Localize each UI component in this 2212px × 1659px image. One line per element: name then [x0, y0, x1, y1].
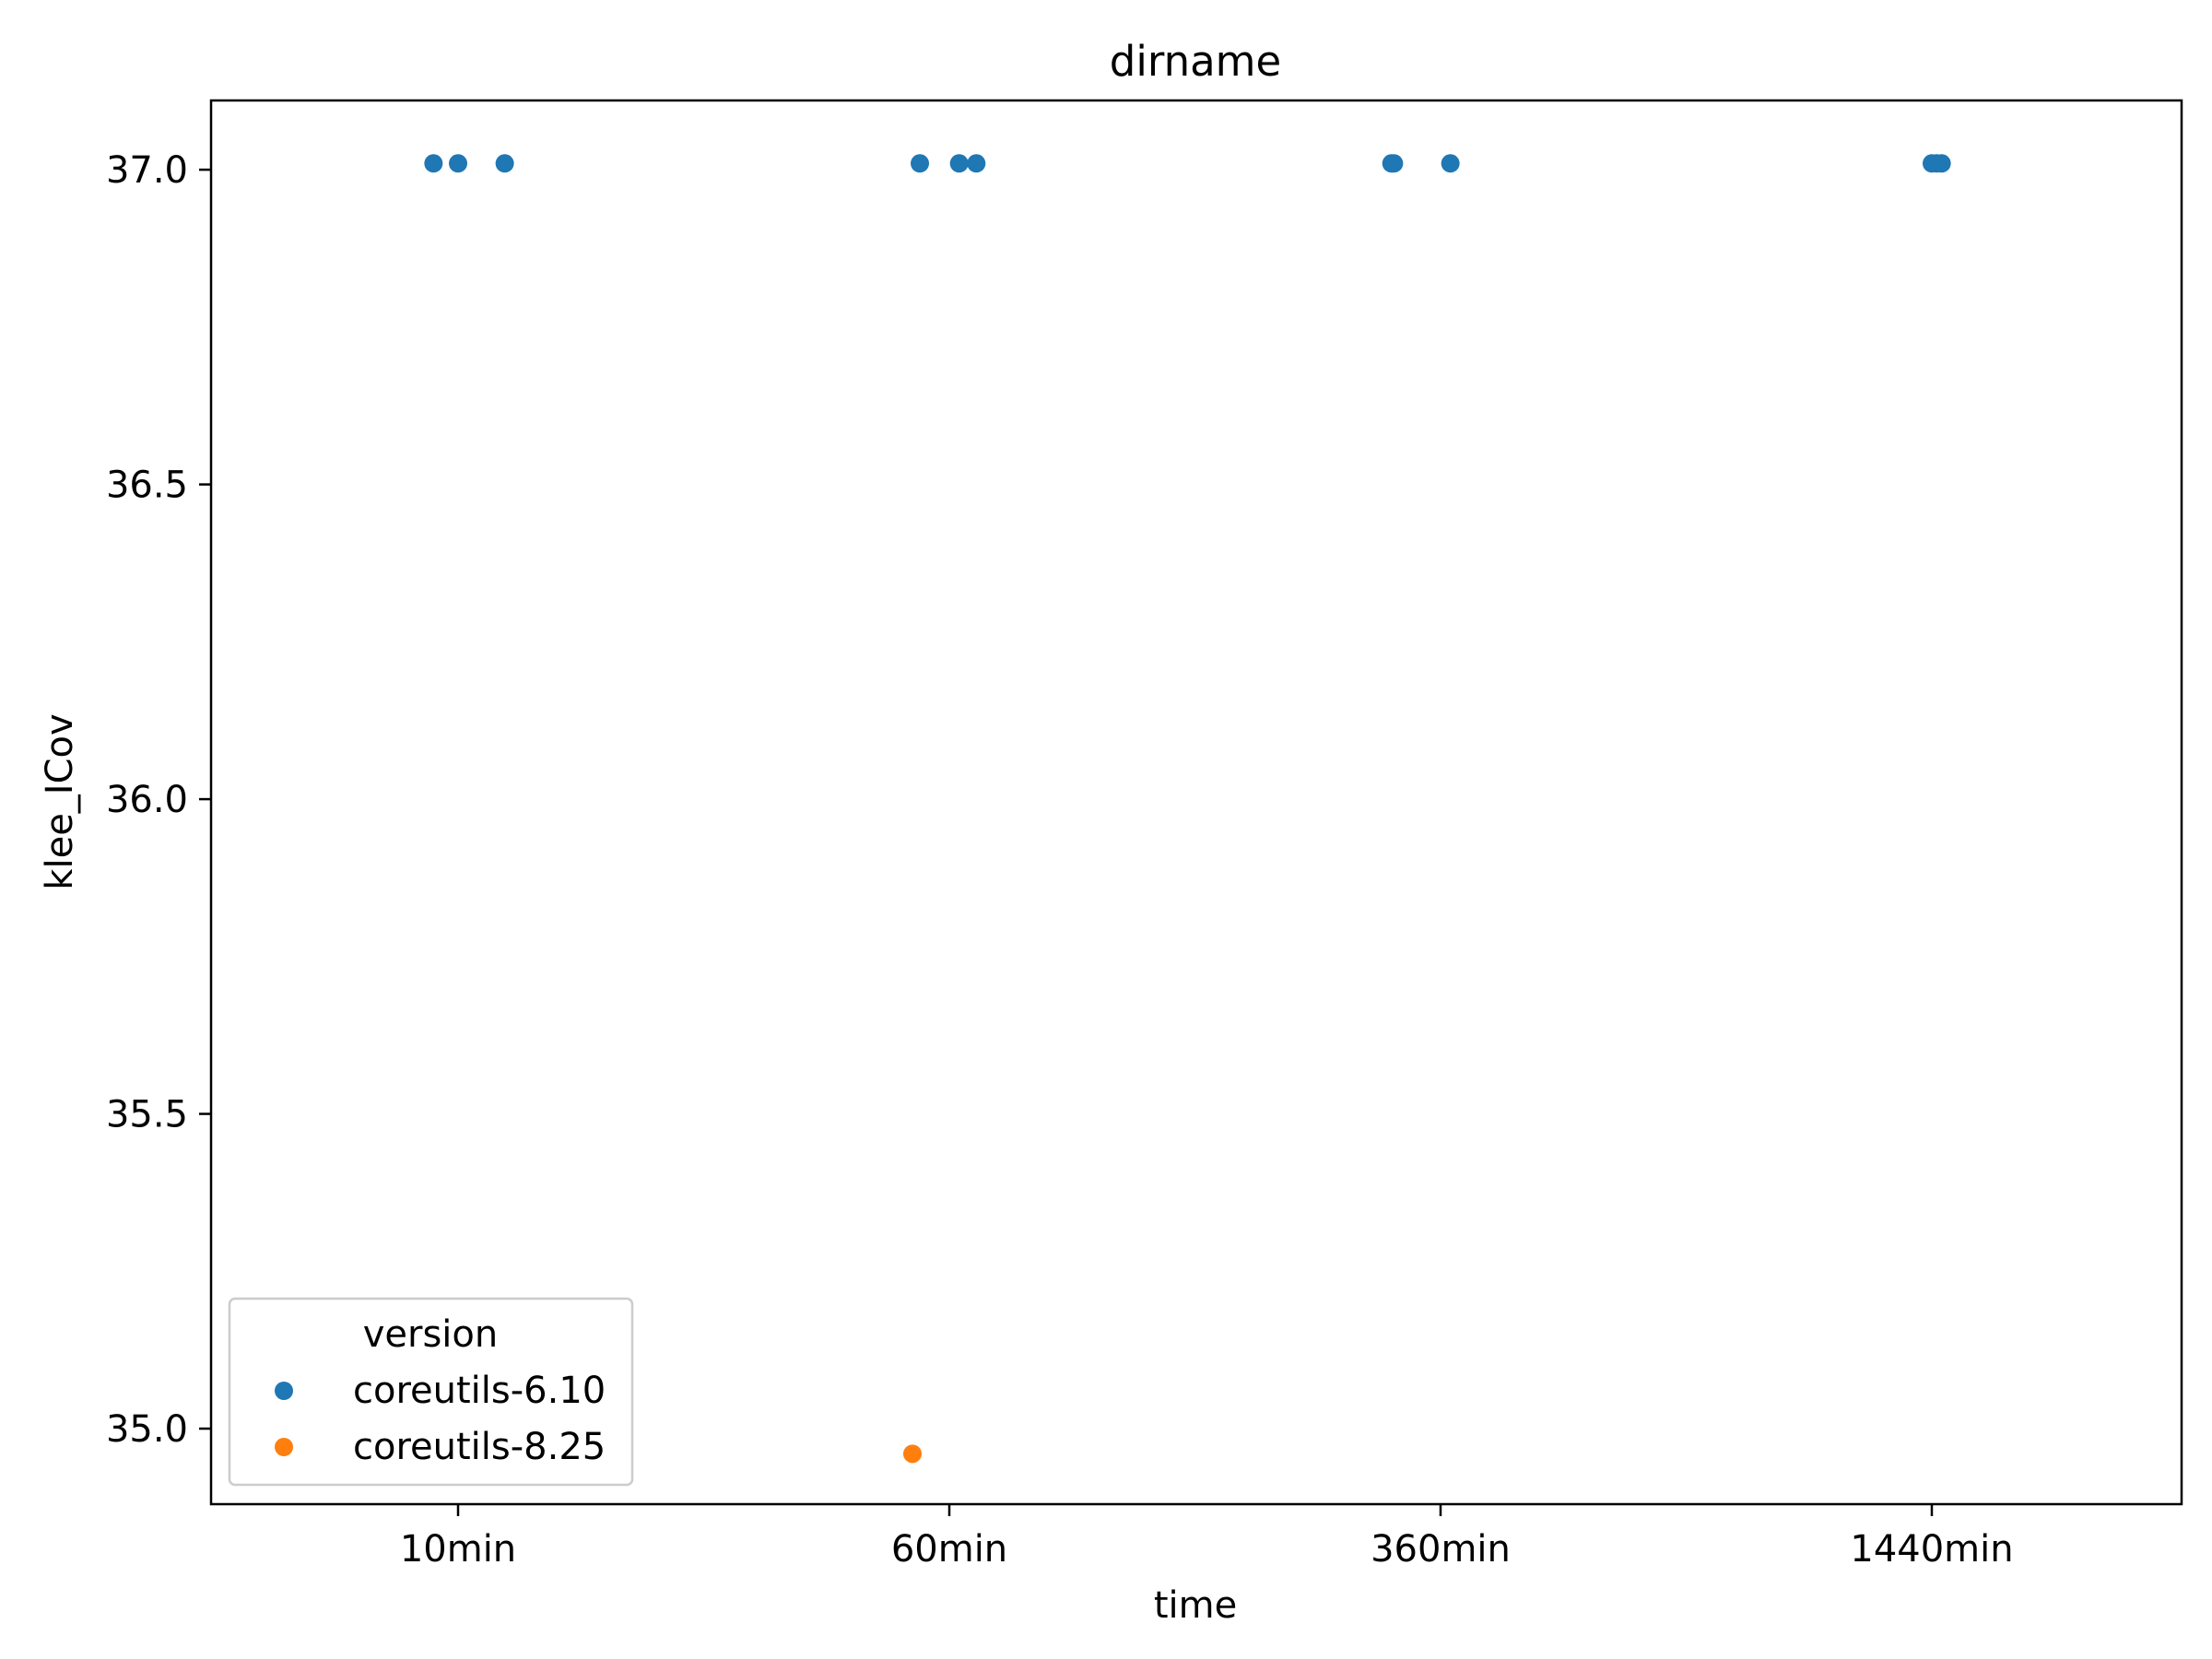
data-point-coreutils-6.10: [1932, 154, 1951, 173]
data-point-coreutils-6.10: [1384, 154, 1404, 173]
legend-label-coreutils-6.10: coreutils-6.10: [353, 1370, 606, 1412]
y-tick-label: 37.0: [106, 149, 188, 192]
x-tick-label: 360min: [1371, 1528, 1511, 1571]
x-axis-label: time: [1154, 1584, 1237, 1627]
data-point-coreutils-6.10: [949, 154, 969, 173]
data-point-coreutils-6.10: [967, 154, 986, 173]
x-tick-label: 10min: [400, 1528, 516, 1571]
data-point-coreutils-6.10: [424, 154, 443, 173]
legend: version coreutils-6.10 coreutils-8.25: [228, 1297, 634, 1487]
y-axis-label: klee_ICov: [39, 713, 81, 889]
chart-title: dirname: [1110, 37, 1281, 86]
x-axis-ticks: 10min 60min 360min 1440min: [400, 1504, 2014, 1571]
data-point-coreutils-6.10: [1441, 154, 1460, 173]
legend-title: version: [363, 1313, 499, 1356]
plot-points: [424, 154, 1951, 1464]
y-axis-ticks: 35.0 35.5 36.0 36.5 37.0: [106, 149, 211, 1451]
data-point-coreutils-6.10: [911, 154, 930, 173]
y-tick-label: 35.5: [106, 1094, 188, 1136]
legend-label-coreutils-8.25: coreutils-8.25: [353, 1426, 606, 1468]
plot-area-frame: [209, 99, 2183, 1506]
legend-box: [228, 1297, 634, 1487]
data-point-coreutils-6.10: [495, 154, 514, 173]
y-tick-label: 36.5: [106, 465, 188, 507]
legend-marker-coreutils-6.10: [275, 1382, 293, 1400]
data-point-coreutils-6.10: [449, 154, 467, 173]
legend-marker-coreutils-8.25: [275, 1438, 293, 1456]
x-tick-label: 1440min: [1850, 1528, 2013, 1571]
y-tick-label: 36.0: [106, 779, 188, 821]
y-tick-label: 35.0: [106, 1408, 188, 1451]
x-tick-label: 60min: [891, 1528, 1007, 1571]
data-point-coreutils-8.25: [903, 1444, 923, 1464]
